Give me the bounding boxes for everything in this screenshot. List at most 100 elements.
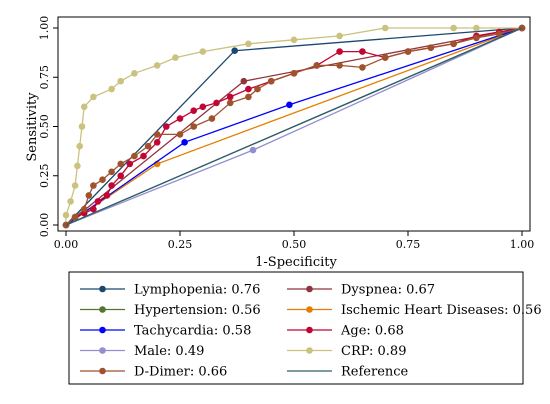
legend-item-4: Tachycardia: 0.58 <box>80 324 251 339</box>
data-point <box>153 139 161 146</box>
series-line <box>65 27 523 226</box>
axes: 0.00 0.25 0.50 0.75 1.00 0.00 0.25 0.50 0.75 1.00 <box>38 16 534 251</box>
legend-marker <box>99 326 106 334</box>
legend-item-5: Age: 0.68 <box>287 324 404 339</box>
legend-label: Tachycardia: 0.58 <box>134 324 251 339</box>
data-point <box>131 70 138 77</box>
data-point <box>313 62 321 69</box>
legend-marker <box>99 306 106 313</box>
x-axis-title: 1-Specificity <box>255 255 337 270</box>
legend-marker <box>99 285 106 293</box>
data-point <box>190 107 197 114</box>
data-point <box>286 101 293 109</box>
legend-label: Dyspnea: 0.67 <box>341 283 435 298</box>
legend-label: Hypertension: 0.56 <box>134 303 261 318</box>
data-point <box>208 115 216 122</box>
data-point <box>199 48 207 55</box>
legend-item-2: Hypertension: 0.56 <box>80 303 261 318</box>
data-point <box>176 131 184 138</box>
data-point <box>108 168 115 176</box>
data-point <box>190 123 197 130</box>
legend-item-7: CRP: 0.89 <box>287 344 406 359</box>
data-point <box>117 160 124 168</box>
data-point <box>80 103 88 111</box>
data-point <box>226 99 234 107</box>
data-point <box>80 205 88 213</box>
data-point <box>381 24 389 32</box>
data-point <box>85 192 93 199</box>
data-point <box>427 44 435 51</box>
data-point <box>267 77 275 85</box>
data-point <box>450 40 457 48</box>
data-point <box>108 182 115 189</box>
data-point <box>74 162 81 170</box>
legend-label: Ischemic Heart Diseases: 0.56 <box>341 303 542 318</box>
data-point <box>249 146 257 154</box>
legend-marker <box>306 285 313 293</box>
series-line <box>65 27 523 226</box>
x-tick-label: 1.00 <box>510 238 535 251</box>
legend-label: Male: 0.49 <box>134 344 204 359</box>
data-point <box>140 152 147 160</box>
data-point <box>473 34 480 42</box>
data-point <box>163 123 170 130</box>
data-point <box>78 123 86 130</box>
y-tick-label: 0.25 <box>38 164 51 189</box>
data-point <box>226 93 234 101</box>
y-axis-title: Sensitivity <box>25 92 40 162</box>
legend-item-9: Reference <box>287 365 409 380</box>
legend-marker <box>99 347 106 354</box>
x-tick-label: 0.00 <box>54 238 79 251</box>
data-point <box>71 182 79 189</box>
data-point <box>126 160 134 168</box>
data-point <box>62 211 70 219</box>
data-point <box>181 139 188 146</box>
data-point <box>76 142 83 150</box>
legend-label: CRP: 0.89 <box>341 344 406 359</box>
data-point <box>254 85 261 93</box>
data-point <box>495 30 503 38</box>
y-tick-label: 1.00 <box>38 16 51 41</box>
data-point <box>336 48 343 55</box>
data-point <box>245 85 252 93</box>
legend-label: Age: 0.68 <box>340 324 404 339</box>
data-point <box>245 40 252 48</box>
series-7 <box>62 24 526 229</box>
plot-area <box>62 24 526 229</box>
data-point <box>144 142 152 150</box>
data-point <box>450 24 457 32</box>
data-point <box>381 54 389 61</box>
data-point <box>231 47 238 54</box>
data-point <box>245 93 252 101</box>
x-tick-label: 0.50 <box>282 238 307 251</box>
legend-marker <box>306 306 313 313</box>
legend-item-8: D-Dimer: 0.66 <box>80 365 227 380</box>
legend-marker <box>99 367 106 375</box>
data-point <box>117 77 124 85</box>
data-point <box>99 176 106 183</box>
data-point <box>240 77 248 85</box>
legend-box <box>68 271 524 385</box>
data-point <box>473 24 480 32</box>
data-point <box>153 62 161 69</box>
legend-label: Reference <box>341 365 409 380</box>
series-9 <box>65 27 523 226</box>
legend-marker <box>306 347 313 354</box>
data-point <box>359 64 366 71</box>
x-tick-label: 0.25 <box>168 238 193 251</box>
y-tick-label: 0.75 <box>38 65 51 90</box>
data-point <box>199 103 207 111</box>
data-point <box>90 93 97 101</box>
data-point <box>153 131 161 138</box>
y-tick-label: 0.50 <box>38 114 51 139</box>
data-point <box>103 192 111 199</box>
legend-label: D-Dimer: 0.66 <box>134 365 227 380</box>
data-point <box>71 213 79 221</box>
data-point <box>131 152 138 160</box>
data-point <box>336 62 343 69</box>
data-point <box>213 99 220 107</box>
data-point <box>94 198 102 205</box>
data-point <box>90 205 97 213</box>
